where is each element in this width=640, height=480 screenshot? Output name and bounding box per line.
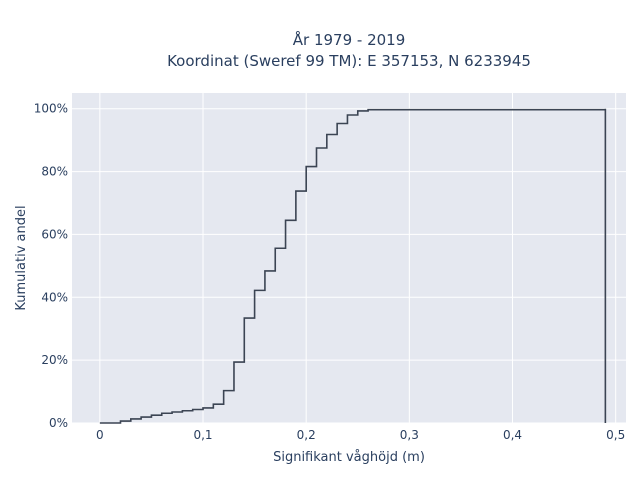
y-axis-title: Kumulativ andel <box>14 205 29 310</box>
x-tick-labels: 0 0,1 0,2 0,3 0,4 0,5 <box>96 428 625 442</box>
y-tick-label: 60% <box>41 227 68 241</box>
chart-title-line2: Koordinat (Sweref 99 TM): E 357153, N 62… <box>167 52 531 70</box>
x-gridlines <box>99 93 617 423</box>
y-tick-label: 40% <box>41 290 68 304</box>
y-tick-label: 100% <box>34 102 68 116</box>
x-tick-label: 0,3 <box>400 428 419 442</box>
chart-title-line1: År 1979 - 2019 <box>293 30 406 49</box>
plot-area <box>72 93 626 423</box>
x-axis-title: Signifikant våghöjd (m) <box>273 450 425 465</box>
series-layer <box>99 108 607 424</box>
x-tick-label: 0,2 <box>297 428 316 442</box>
y-tick-label: 0% <box>49 416 68 430</box>
y-tick-labels: 0% 20% 40% 60% 80% 100% <box>34 102 68 430</box>
y-gridlines <box>72 108 626 424</box>
y-tick-label: 20% <box>41 353 68 367</box>
x-tick-label: 0,4 <box>503 428 522 442</box>
x-tick-label: 0,5 <box>606 428 625 442</box>
ecdf-step-line <box>99 108 607 424</box>
x-tick-label: 0 <box>96 428 104 442</box>
y-tick-label: 80% <box>41 165 68 179</box>
x-tick-label: 0,1 <box>193 428 212 442</box>
